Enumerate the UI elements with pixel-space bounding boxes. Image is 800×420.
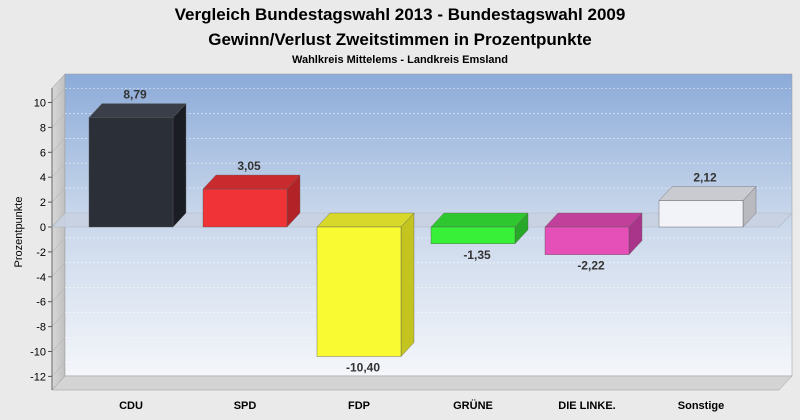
- grid-line-wall: [51, 113, 66, 128]
- chart-title-line2: Gewinn/Verlust Zweitstimmen in Prozentpu…: [208, 30, 592, 49]
- data-label: -2,22: [577, 259, 605, 273]
- data-label: -1,35: [463, 248, 491, 262]
- bar-front: [316, 226, 402, 357]
- grid-line-wall: [51, 162, 66, 178]
- bar-top: [88, 103, 187, 118]
- bars: [88, 103, 757, 357]
- bar-top: [430, 212, 529, 228]
- bar-spd: [202, 174, 301, 228]
- grid-line-wall: [51, 237, 66, 253]
- x-axis-categories: CDU SPD FDP GRÜNE DIE LINKE. Sonstige: [119, 399, 724, 412]
- x-category-label: SPD: [234, 400, 257, 412]
- bar-sonstige: [658, 186, 757, 228]
- x-category-label: CDU: [119, 400, 143, 412]
- y-tick-label: -4: [36, 272, 46, 284]
- bar-fdp: [316, 212, 415, 357]
- y-tick-label: -2: [36, 247, 46, 259]
- bar-top: [202, 174, 301, 190]
- y-tick-label: 8: [40, 122, 46, 134]
- bar-top: [658, 186, 757, 201]
- bar-front: [430, 226, 516, 245]
- bar-grüne: [430, 212, 529, 245]
- grid-line-wall: [51, 138, 66, 153]
- bar-die-linke-: [544, 212, 643, 256]
- y-tick-label: -12: [30, 371, 46, 383]
- grid-line-wall: [51, 88, 66, 103]
- plot-floor: [51, 375, 793, 391]
- y-tick-label: 0: [40, 222, 46, 234]
- bar-front: [658, 200, 744, 228]
- grid-line-wall: [51, 337, 66, 352]
- y-tick-label: 6: [40, 147, 46, 159]
- grid-line-wall: [51, 362, 66, 377]
- data-label: -10,40: [346, 360, 380, 374]
- y-tick-label: -10: [30, 347, 46, 359]
- data-label: 8,79: [123, 88, 147, 102]
- y-tick-label: -6: [36, 297, 46, 309]
- grid-line-wall: [51, 312, 66, 327]
- data-label: 2,12: [693, 171, 717, 185]
- y-tick-label: 4: [40, 172, 46, 184]
- y-tick-label: 10: [34, 98, 46, 110]
- data-labels: 8,79 3,05 -10,40 -1,35 -2,22 2,12: [123, 88, 717, 375]
- grid-line-wall: [51, 262, 66, 278]
- x-category-label: Sonstige: [678, 400, 724, 412]
- plot-left-wall: [51, 73, 66, 391]
- y-axis: 10 8 6 4 2 0 -2 -4 -6 -8 -10 -12: [30, 88, 53, 390]
- bar-front: [544, 226, 630, 255]
- bar-top: [544, 212, 643, 228]
- bar-front: [202, 188, 288, 228]
- bar-top: [316, 212, 415, 228]
- bar-side: [172, 103, 187, 228]
- bar-front: [88, 117, 174, 228]
- x-category-label: GRÜNE: [453, 399, 493, 412]
- x-category-label: DIE LINKE.: [558, 400, 615, 412]
- bar-cdu: [88, 103, 187, 228]
- chart-title: Vergleich Bundestagswahl 2013 - Bundesta…: [175, 5, 626, 24]
- bar-side: [400, 212, 415, 357]
- data-label: 3,05: [237, 159, 261, 173]
- y-tick-label: 2: [40, 197, 46, 209]
- y-axis-label: Prozentpunkte: [13, 197, 25, 268]
- y-tick-label: -8: [36, 322, 46, 334]
- grid-line-wall: [51, 287, 66, 302]
- grid-line-wall: [51, 187, 66, 203]
- chart-subtitle: Wahlkreis Mittelems - Landkreis Emsland: [292, 54, 508, 66]
- x-category-label: FDP: [348, 400, 370, 412]
